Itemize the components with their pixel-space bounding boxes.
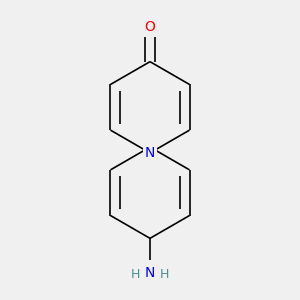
Text: H: H — [131, 268, 141, 281]
Text: H: H — [159, 268, 169, 281]
Text: N: N — [145, 146, 155, 160]
Text: N: N — [145, 266, 155, 280]
Text: O: O — [145, 20, 155, 34]
